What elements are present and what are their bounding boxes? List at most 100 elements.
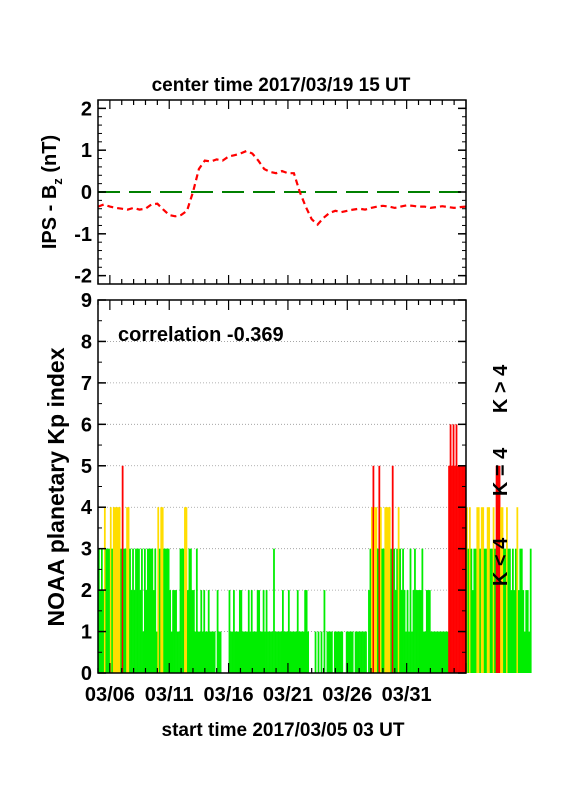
kp-bar — [105, 548, 108, 673]
kp-bar — [405, 631, 407, 673]
kp-bar — [491, 548, 494, 673]
kp-bar — [477, 507, 480, 673]
bz-chart-title: center time 2017/03/19 15 UT — [152, 75, 411, 96]
kp-bar — [350, 631, 353, 673]
kp-bar — [267, 631, 269, 673]
kp-bar — [234, 631, 237, 673]
kp-bar — [439, 631, 442, 673]
kp-bar — [436, 631, 439, 673]
kp-bar — [192, 590, 195, 673]
kp-bar — [264, 631, 266, 673]
kp-bar — [160, 507, 163, 673]
kp-bar — [106, 548, 109, 673]
kp-ytick-label: 5 — [81, 456, 92, 478]
kp-bar — [209, 631, 212, 673]
kp-bar — [376, 548, 379, 673]
kp-bar — [506, 507, 508, 673]
kp-bar — [252, 631, 255, 673]
kp-ytick-label: 7 — [81, 373, 92, 395]
kp-bar — [228, 590, 231, 673]
kp-bar — [115, 507, 118, 673]
kp-bar — [287, 590, 290, 673]
kp-bar — [262, 590, 265, 673]
kp-bar — [207, 590, 210, 673]
bz-ytick-label: 1 — [81, 140, 92, 162]
kp-bar — [276, 631, 278, 673]
kp-bar — [201, 631, 204, 673]
kp-bar — [415, 590, 418, 673]
kp-bar — [489, 548, 492, 673]
kp-bar — [329, 631, 332, 673]
kp-ytick-label: 2 — [81, 580, 92, 602]
kp-bar — [448, 465, 450, 673]
kp-bar — [509, 548, 511, 673]
kp-bar — [244, 631, 247, 673]
kp-bar — [163, 548, 166, 673]
kp-bar — [118, 507, 121, 673]
kp-bar — [302, 631, 305, 673]
kp-bar — [187, 590, 189, 673]
kp-xtick-label: 03/06 — [85, 684, 135, 706]
kp-bar — [403, 590, 406, 673]
kp-bar — [200, 590, 203, 673]
kp-bar — [299, 631, 302, 673]
kp-bar — [212, 631, 215, 673]
kp-ytick-label: 1 — [81, 622, 92, 644]
kp-bar — [411, 631, 413, 673]
kp-bar — [365, 631, 367, 673]
kp-bar — [210, 631, 213, 673]
bz-y-axis-label-subscript: z — [50, 178, 65, 185]
kp-bar — [457, 465, 459, 673]
kp-bar — [513, 590, 516, 673]
kp-bar — [218, 631, 220, 673]
kp-bar — [455, 424, 458, 673]
bz-ytick-label: -1 — [74, 224, 92, 246]
kp-bar — [233, 590, 235, 673]
kp-bar — [307, 631, 310, 673]
kp-ytick-label: 0 — [81, 663, 92, 685]
kp-bar — [409, 548, 412, 673]
kp-bar — [190, 548, 192, 673]
bz-y-axis: 2 1 0 -1 -2 — [74, 98, 467, 288]
kp-bar — [305, 590, 308, 673]
kp-bar — [296, 590, 299, 673]
kp-bars — [98, 424, 532, 673]
kp-bar — [500, 507, 502, 673]
kp-bar — [112, 507, 115, 673]
kp-bar — [385, 507, 388, 673]
kp-bar — [241, 631, 244, 673]
kp-bar — [127, 507, 130, 673]
kp-bar — [170, 631, 173, 673]
bz-y-axis-label-unit: (nT) — [39, 135, 61, 178]
kp-bar — [482, 507, 485, 673]
kp-bar — [526, 590, 529, 673]
kp-bar — [384, 507, 387, 673]
kp-bar — [351, 631, 354, 673]
kp-bar — [130, 590, 133, 673]
kp-bar — [126, 507, 128, 673]
kp-bar — [387, 507, 390, 673]
kp-bar — [231, 631, 234, 673]
kp-bar — [271, 631, 274, 673]
kp-bar — [520, 548, 523, 673]
kp-bar — [206, 631, 209, 673]
bz-ytick-label: -2 — [74, 266, 92, 288]
kp-bar — [216, 590, 219, 673]
kp-bar — [474, 548, 477, 673]
kp-bar — [273, 548, 275, 673]
kp-bar — [144, 548, 146, 673]
kp-bar — [445, 631, 448, 673]
kp-bar — [476, 507, 479, 673]
kp-bar — [442, 631, 445, 673]
bz-plot-content — [97, 149, 467, 227]
kp-bar — [528, 631, 531, 673]
kp-bar — [336, 631, 339, 673]
kp-bar — [382, 548, 385, 673]
kp-bar — [179, 548, 182, 673]
legend-k-equal: K = 4 — [490, 447, 512, 496]
kp-bar — [146, 548, 149, 673]
kp-bar — [139, 590, 142, 673]
kp-bar — [236, 631, 238, 673]
kp-bar — [317, 631, 320, 673]
kp-bar — [326, 631, 329, 673]
